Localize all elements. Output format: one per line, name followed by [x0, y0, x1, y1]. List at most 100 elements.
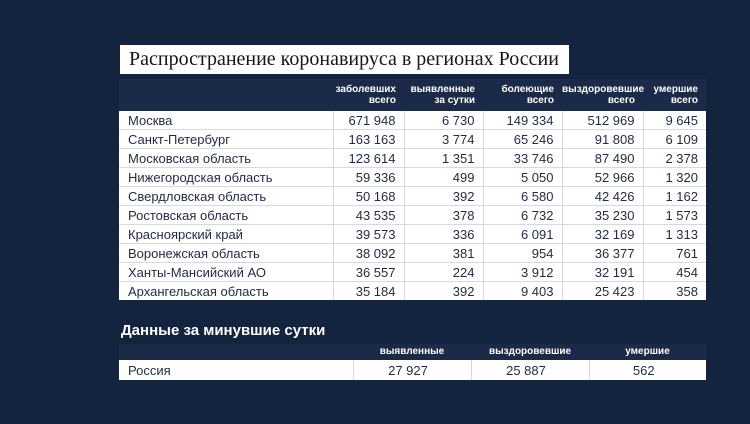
- region-cell: Россия: [119, 360, 353, 380]
- table-row: Московская область 123 614 1 351 33 746 87 4…: [119, 148, 706, 168]
- value-cell: 163 163: [332, 129, 404, 149]
- table-row: Москва 671 948 6 730 149 334 512 969 9 645: [119, 111, 706, 130]
- value-cell: 761: [642, 243, 706, 263]
- region-cell: Москва: [119, 111, 333, 130]
- value-cell: 1 573: [642, 205, 706, 225]
- daily-section-heading: Данные за минувшие сутки: [121, 322, 326, 339]
- table-row: Красноярский край 39 573 336 6 091 32 169 1 3…: [119, 224, 706, 244]
- value-cell: 87 490: [561, 148, 643, 168]
- region-cell: Московская область: [119, 148, 333, 168]
- value-cell: 671 948: [332, 111, 404, 130]
- region-cell: Ростовская область: [119, 205, 333, 225]
- value-cell: 6 580: [482, 186, 562, 206]
- header-row: выявленные выздоровевшие умершие: [119, 344, 706, 360]
- value-cell: 5 050: [482, 167, 562, 187]
- value-cell: 123 614: [332, 148, 404, 168]
- value-cell: 1 162: [642, 186, 706, 206]
- value-cell: 27 927: [352, 360, 471, 380]
- value-cell: 43 535: [332, 205, 404, 225]
- daily-table: выявленные выздоровевшие умершие Россия 2…: [119, 344, 706, 380]
- value-cell: 35 184: [332, 281, 404, 300]
- region-cell: Воронежская область: [119, 243, 333, 263]
- column-header-deaths: умершие: [589, 344, 706, 360]
- value-cell: 32 191: [561, 262, 643, 282]
- region-cell: Красноярский край: [119, 224, 333, 244]
- table-row: Россия 27 927 25 887 562: [119, 360, 706, 380]
- value-cell: 392: [403, 186, 483, 206]
- table-row: Свердловская область 50 168 392 6 580 42 426…: [119, 186, 706, 206]
- value-cell: 954: [482, 243, 562, 263]
- value-cell: 358: [642, 281, 706, 300]
- value-cell: 562: [588, 360, 706, 380]
- daily-table-header: выявленные выздоровевшие умершие: [119, 344, 706, 360]
- value-cell: 59 336: [332, 167, 404, 187]
- value-cell: 39 573: [332, 224, 404, 244]
- region-cell: Нижегородская область: [119, 167, 333, 187]
- column-header-recovered: выздоровевшие: [471, 344, 589, 360]
- column-header-detected: выявленные: [353, 344, 471, 360]
- value-cell: 1 320: [642, 167, 706, 187]
- header-line: болеющие: [501, 84, 554, 95]
- value-cell: 9 403: [482, 281, 562, 300]
- column-header-recovered-total: выздоровевшие всего: [562, 79, 645, 111]
- table-row: Воронежская область 38 092 381 954 36 377 761: [119, 243, 706, 263]
- column-header-sick-total: болеющие всего: [483, 79, 562, 111]
- value-cell: 512 969: [561, 111, 643, 130]
- value-cell: 2 378: [642, 148, 706, 168]
- header-line: всего: [526, 95, 554, 106]
- header-line: выявленные: [410, 84, 475, 95]
- value-cell: 454: [642, 262, 706, 282]
- value-cell: 32 169: [561, 224, 643, 244]
- value-cell: 392: [403, 281, 483, 300]
- table-row: Архангельская область 35 184 392 9 403 25 42…: [119, 281, 706, 300]
- country-column-header: [119, 344, 353, 360]
- header-line: за сутки: [434, 95, 475, 106]
- table-row: Ханты-Мансийский АО 36 557 224 3 912 32 191 4…: [119, 262, 706, 282]
- regions-table-header: заболевших всего выявленные за сутки бол…: [119, 79, 706, 111]
- value-cell: 381: [403, 243, 483, 263]
- header-line: всего: [670, 95, 698, 106]
- header-line: заболевших: [335, 84, 396, 95]
- value-cell: 65 246: [482, 129, 562, 149]
- header-line: всего: [368, 95, 396, 106]
- value-cell: 6 091: [482, 224, 562, 244]
- column-header-detected-daily: выявленные за сутки: [404, 79, 483, 111]
- header-line: умершие: [653, 84, 698, 95]
- table-row: Нижегородская область 59 336 499 5 050 52 96…: [119, 167, 706, 187]
- value-cell: 149 334: [482, 111, 562, 130]
- header-row: заболевших всего выявленные за сутки бол…: [119, 79, 706, 111]
- column-header-infected-total: заболевших всего: [333, 79, 404, 111]
- value-cell: 1 351: [403, 148, 483, 168]
- value-cell: 25 887: [470, 360, 589, 380]
- value-cell: 3 912: [482, 262, 562, 282]
- value-cell: 36 377: [561, 243, 643, 263]
- region-cell: Архангельская область: [119, 281, 333, 300]
- value-cell: 6 109: [642, 129, 706, 149]
- header-line: выздоровевшие: [562, 84, 645, 95]
- page-title: Распространение коронавируса в регионах …: [120, 45, 569, 74]
- value-cell: 52 966: [561, 167, 643, 187]
- value-cell: 36 557: [332, 262, 404, 282]
- value-cell: 42 426: [561, 186, 643, 206]
- table-row: Санкт-Петербург 163 163 3 774 65 246 91 808 6…: [119, 129, 706, 149]
- table-row: Ростовская область 43 535 378 6 732 35 230 1 …: [119, 205, 706, 225]
- value-cell: 6 730: [403, 111, 483, 130]
- header-line: всего: [607, 95, 635, 106]
- column-header-deaths-total: умершие всего: [643, 79, 706, 111]
- value-cell: 9 645: [642, 111, 706, 130]
- value-cell: 38 092: [332, 243, 404, 263]
- region-cell: Свердловская область: [119, 186, 333, 206]
- regions-table: заболевших всего выявленные за сутки бол…: [119, 79, 706, 300]
- value-cell: 3 774: [403, 129, 483, 149]
- value-cell: 50 168: [332, 186, 404, 206]
- region-cell: Санкт-Петербург: [119, 129, 333, 149]
- value-cell: 1 313: [642, 224, 706, 244]
- value-cell: 499: [403, 167, 483, 187]
- region-cell: Ханты-Мансийский АО: [119, 262, 333, 282]
- value-cell: 33 746: [482, 148, 562, 168]
- region-column-header: [119, 79, 333, 111]
- value-cell: 6 732: [482, 205, 562, 225]
- regions-table-body: Москва 671 948 6 730 149 334 512 969 9 645 Сан…: [119, 111, 706, 300]
- value-cell: 91 808: [561, 129, 643, 149]
